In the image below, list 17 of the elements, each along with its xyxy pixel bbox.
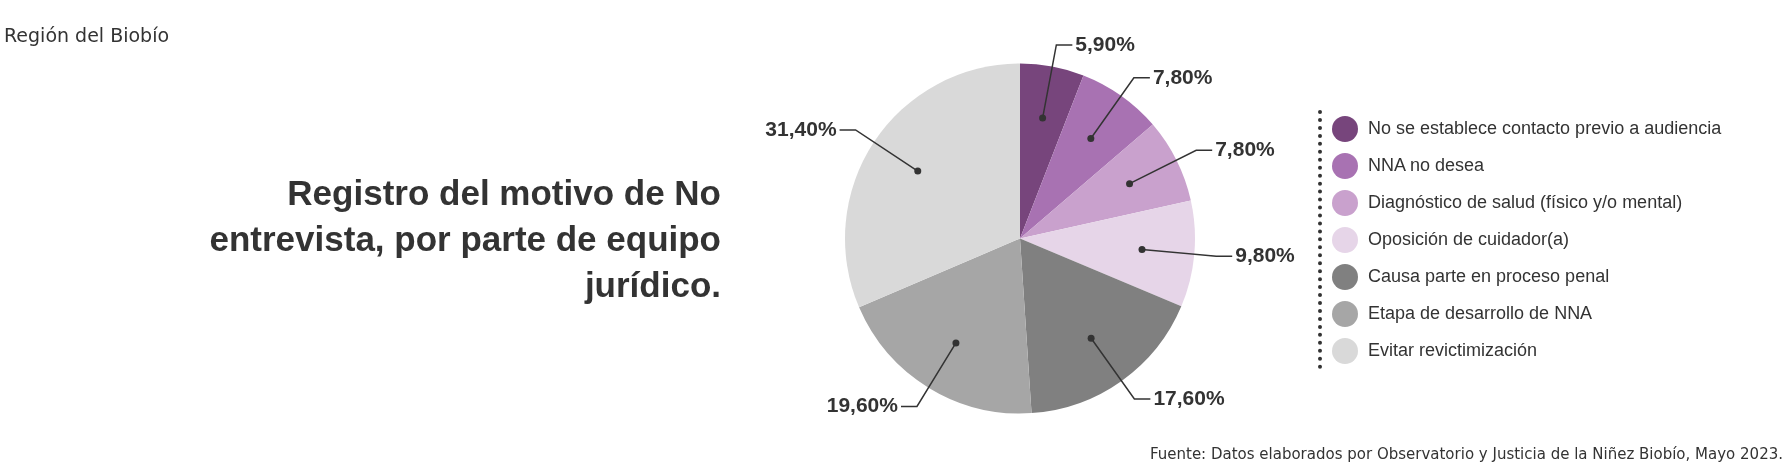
- data-label: 31,40%: [765, 116, 837, 140]
- legend-label: Evitar revictimización: [1368, 340, 1538, 361]
- text: Región del Biobío: [4, 24, 170, 46]
- data-label: 7,80%: [1152, 64, 1213, 88]
- legend-label: Oposición de cuidador(a): [1368, 229, 1570, 250]
- legend-label: Diagnóstico de salud (físico y/o mental): [1368, 192, 1683, 213]
- legend-label: Causa parte en proceso penal: [1368, 266, 1610, 287]
- data-label: 17,60%: [1153, 385, 1225, 409]
- legend-label: No se establece contacto previo a audiencia: [1368, 118, 1722, 139]
- data-label: 7,80%: [1215, 137, 1276, 161]
- data-label: 5,90%: [1075, 31, 1136, 55]
- legend-label: NNA no desea: [1368, 155, 1485, 176]
- data-label: 19,60%: [826, 393, 899, 417]
- source-note: Fuente: Datos elaborados por Observatorio y Justicia de la Niñez Biobío, Mayo 2023.: [1149, 445, 1783, 463]
- legend-label: Etapa de desarrollo de NNA: [1368, 303, 1593, 324]
- text: Registro del motivo de No entrevista, por parte de equipo jurídico.: [208, 172, 721, 306]
- data-label: 9,80%: [1235, 242, 1296, 266]
